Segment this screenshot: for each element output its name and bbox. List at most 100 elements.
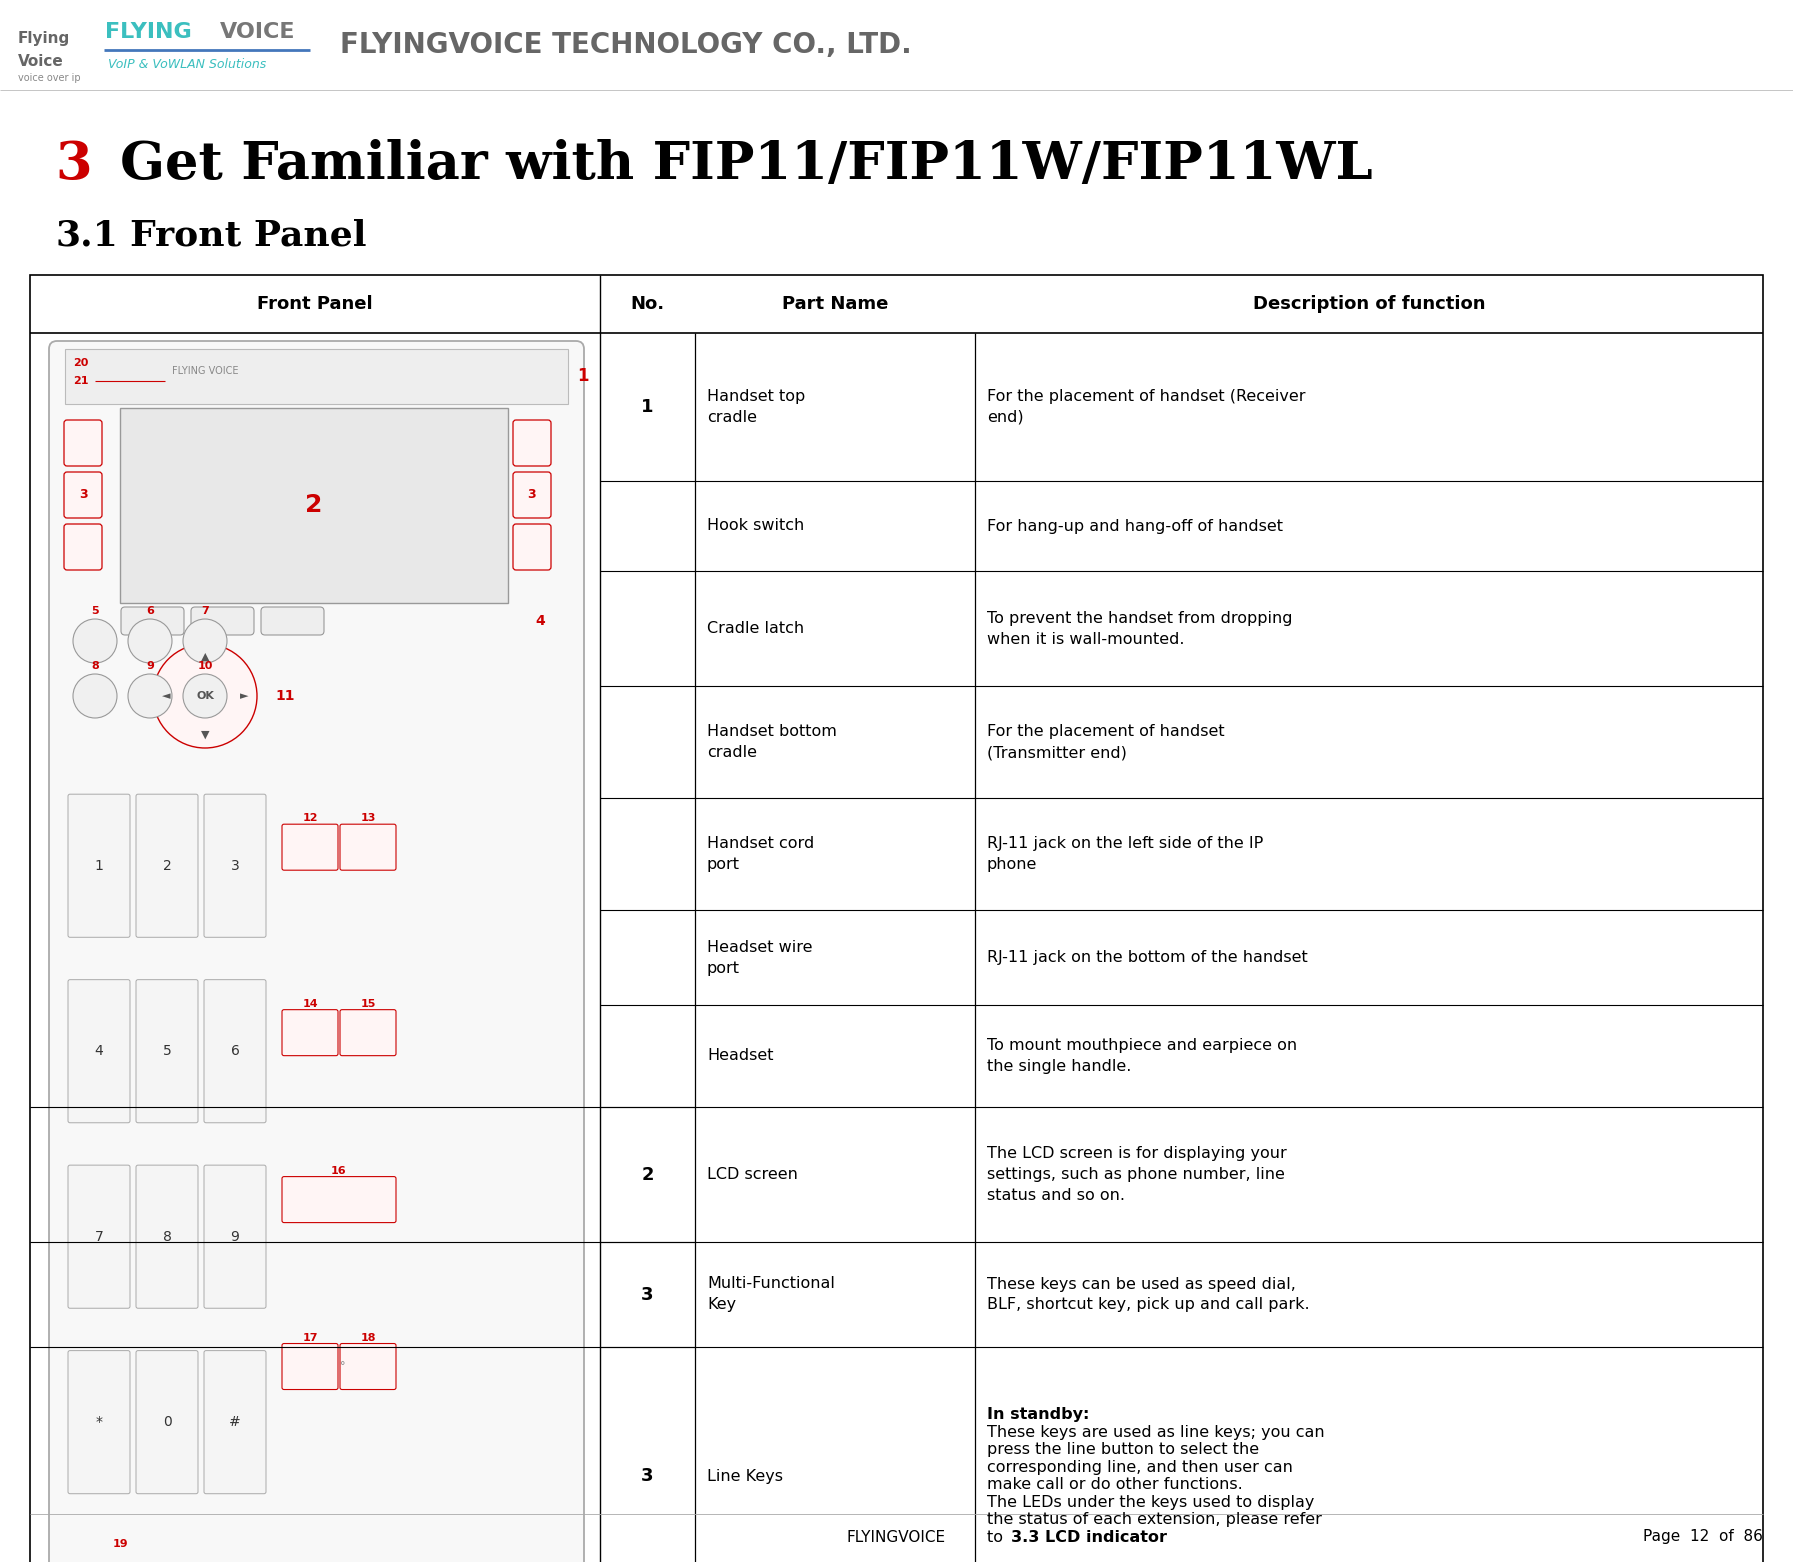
FancyBboxPatch shape — [204, 793, 265, 937]
Text: 14: 14 — [303, 998, 317, 1009]
Text: In standby:: In standby: — [986, 1407, 1090, 1423]
Text: Headset wire
port: Headset wire port — [706, 939, 812, 976]
Text: Page  12  of  86: Page 12 of 86 — [1642, 1529, 1763, 1545]
Text: RJ-11 jack on the left side of the IP
phone: RJ-11 jack on the left side of the IP ph… — [986, 836, 1264, 872]
Text: ▼: ▼ — [201, 729, 210, 740]
Text: Voice: Voice — [18, 55, 65, 69]
Text: 2: 2 — [305, 494, 323, 517]
Bar — [65, 348, 568, 405]
FancyBboxPatch shape — [341, 825, 396, 870]
Text: 2: 2 — [163, 859, 172, 873]
Text: 9: 9 — [231, 1229, 240, 1243]
FancyBboxPatch shape — [204, 1165, 265, 1309]
Text: To mount mouthpiece and earpiece on
the single handle.: To mount mouthpiece and earpiece on the … — [986, 1039, 1296, 1075]
FancyBboxPatch shape — [204, 1351, 265, 1493]
Circle shape — [183, 619, 228, 662]
Text: Handset bottom
cradle: Handset bottom cradle — [706, 725, 837, 761]
FancyBboxPatch shape — [65, 472, 102, 519]
Text: corresponding line, and then user can: corresponding line, and then user can — [986, 1460, 1293, 1475]
Text: 13: 13 — [360, 814, 377, 823]
Text: 8: 8 — [91, 661, 99, 672]
Text: 4: 4 — [534, 614, 545, 628]
FancyBboxPatch shape — [282, 825, 339, 870]
Text: For hang-up and hang-off of handset: For hang-up and hang-off of handset — [986, 519, 1284, 534]
FancyBboxPatch shape — [282, 1009, 339, 1056]
Text: Flying: Flying — [18, 31, 70, 45]
Text: 15: 15 — [360, 998, 377, 1009]
Text: VOICE: VOICE — [221, 22, 296, 42]
Text: The LEDs under the keys used to display: The LEDs under the keys used to display — [986, 1495, 1314, 1510]
Text: 10: 10 — [197, 661, 213, 672]
Text: 1: 1 — [95, 859, 104, 873]
FancyBboxPatch shape — [192, 608, 255, 636]
Text: press the line button to select the: press the line button to select the — [986, 1442, 1259, 1457]
Text: RJ-11 jack on the bottom of the handset: RJ-11 jack on the bottom of the handset — [986, 950, 1307, 965]
Text: 6: 6 — [231, 1045, 240, 1057]
Text: FLYING: FLYING — [106, 22, 192, 42]
Circle shape — [127, 619, 172, 662]
Circle shape — [183, 673, 228, 719]
Text: 4: 4 — [95, 1045, 104, 1057]
FancyBboxPatch shape — [513, 523, 550, 570]
Text: 8: 8 — [163, 1229, 172, 1243]
Bar — [30, 275, 1763, 1562]
Text: voice over ip: voice over ip — [18, 73, 81, 83]
FancyBboxPatch shape — [48, 341, 585, 1562]
Text: 3: 3 — [56, 139, 91, 191]
Text: Headset: Headset — [706, 1048, 773, 1064]
FancyBboxPatch shape — [262, 608, 325, 636]
Text: These keys are used as line keys; you can: These keys are used as line keys; you ca… — [986, 1425, 1325, 1440]
Text: No.: No. — [631, 295, 665, 312]
Text: Get Familiar with FIP11/FIP11W/FIP11WL: Get Familiar with FIP11/FIP11W/FIP11WL — [120, 139, 1373, 191]
Text: Front Panel: Front Panel — [256, 295, 373, 312]
Text: To prevent the handset from dropping
when it is wall-mounted.: To prevent the handset from dropping whe… — [986, 611, 1293, 647]
Bar — [120, 408, 507, 603]
Text: 3: 3 — [527, 489, 536, 501]
Text: ►: ► — [240, 690, 247, 701]
Text: Multi-Functional
Key: Multi-Functional Key — [706, 1276, 836, 1312]
Text: to: to — [986, 1529, 1008, 1545]
Circle shape — [74, 619, 117, 662]
FancyBboxPatch shape — [513, 420, 550, 465]
Text: #: # — [230, 1415, 240, 1429]
Text: ◄: ◄ — [161, 690, 170, 701]
FancyBboxPatch shape — [68, 1165, 131, 1309]
Text: Line Keys: Line Keys — [706, 1468, 784, 1484]
Text: 3.1: 3.1 — [56, 219, 118, 251]
Text: 7: 7 — [95, 1229, 104, 1243]
Text: 11: 11 — [276, 689, 294, 703]
Text: FLYING VOICE: FLYING VOICE — [172, 366, 238, 376]
Text: 7: 7 — [201, 606, 208, 615]
Text: These keys can be used as speed dial,
BLF, shortcut key, pick up and call park.: These keys can be used as speed dial, BL… — [986, 1276, 1309, 1312]
Text: 2: 2 — [642, 1165, 654, 1184]
FancyBboxPatch shape — [65, 523, 102, 570]
Text: 16: 16 — [332, 1165, 346, 1176]
Text: the status of each extension, please refer: the status of each extension, please ref… — [986, 1512, 1321, 1528]
Text: 5: 5 — [163, 1045, 172, 1057]
Circle shape — [152, 644, 256, 748]
Text: 17: 17 — [303, 1332, 317, 1342]
FancyBboxPatch shape — [136, 1165, 197, 1309]
Text: 3: 3 — [642, 1467, 654, 1485]
FancyBboxPatch shape — [513, 472, 550, 519]
Text: LCD screen: LCD screen — [706, 1167, 798, 1182]
Text: Handset top
cradle: Handset top cradle — [706, 389, 805, 425]
FancyBboxPatch shape — [341, 1009, 396, 1056]
Text: 0: 0 — [163, 1415, 172, 1429]
FancyBboxPatch shape — [68, 793, 131, 937]
Circle shape — [185, 676, 224, 715]
FancyBboxPatch shape — [68, 979, 131, 1123]
Text: For the placement of handset
(Transmitter end): For the placement of handset (Transmitte… — [986, 725, 1225, 761]
Text: VoIP & VoWLAN Solutions: VoIP & VoWLAN Solutions — [108, 58, 265, 72]
Text: OK: OK — [195, 690, 213, 701]
Text: 20: 20 — [74, 358, 88, 369]
Text: 3: 3 — [231, 859, 240, 873]
FancyBboxPatch shape — [136, 793, 197, 937]
Text: 1: 1 — [577, 367, 588, 384]
Text: *: * — [95, 1415, 102, 1429]
Text: 3.3 LCD indicator: 3.3 LCD indicator — [1011, 1529, 1167, 1545]
Text: The LCD screen is for displaying your
settings, such as phone number, line
statu: The LCD screen is for displaying your se… — [986, 1147, 1287, 1203]
Text: Description of function: Description of function — [1253, 295, 1485, 312]
Text: 9: 9 — [145, 661, 154, 672]
Text: Handset cord
port: Handset cord port — [706, 836, 814, 872]
